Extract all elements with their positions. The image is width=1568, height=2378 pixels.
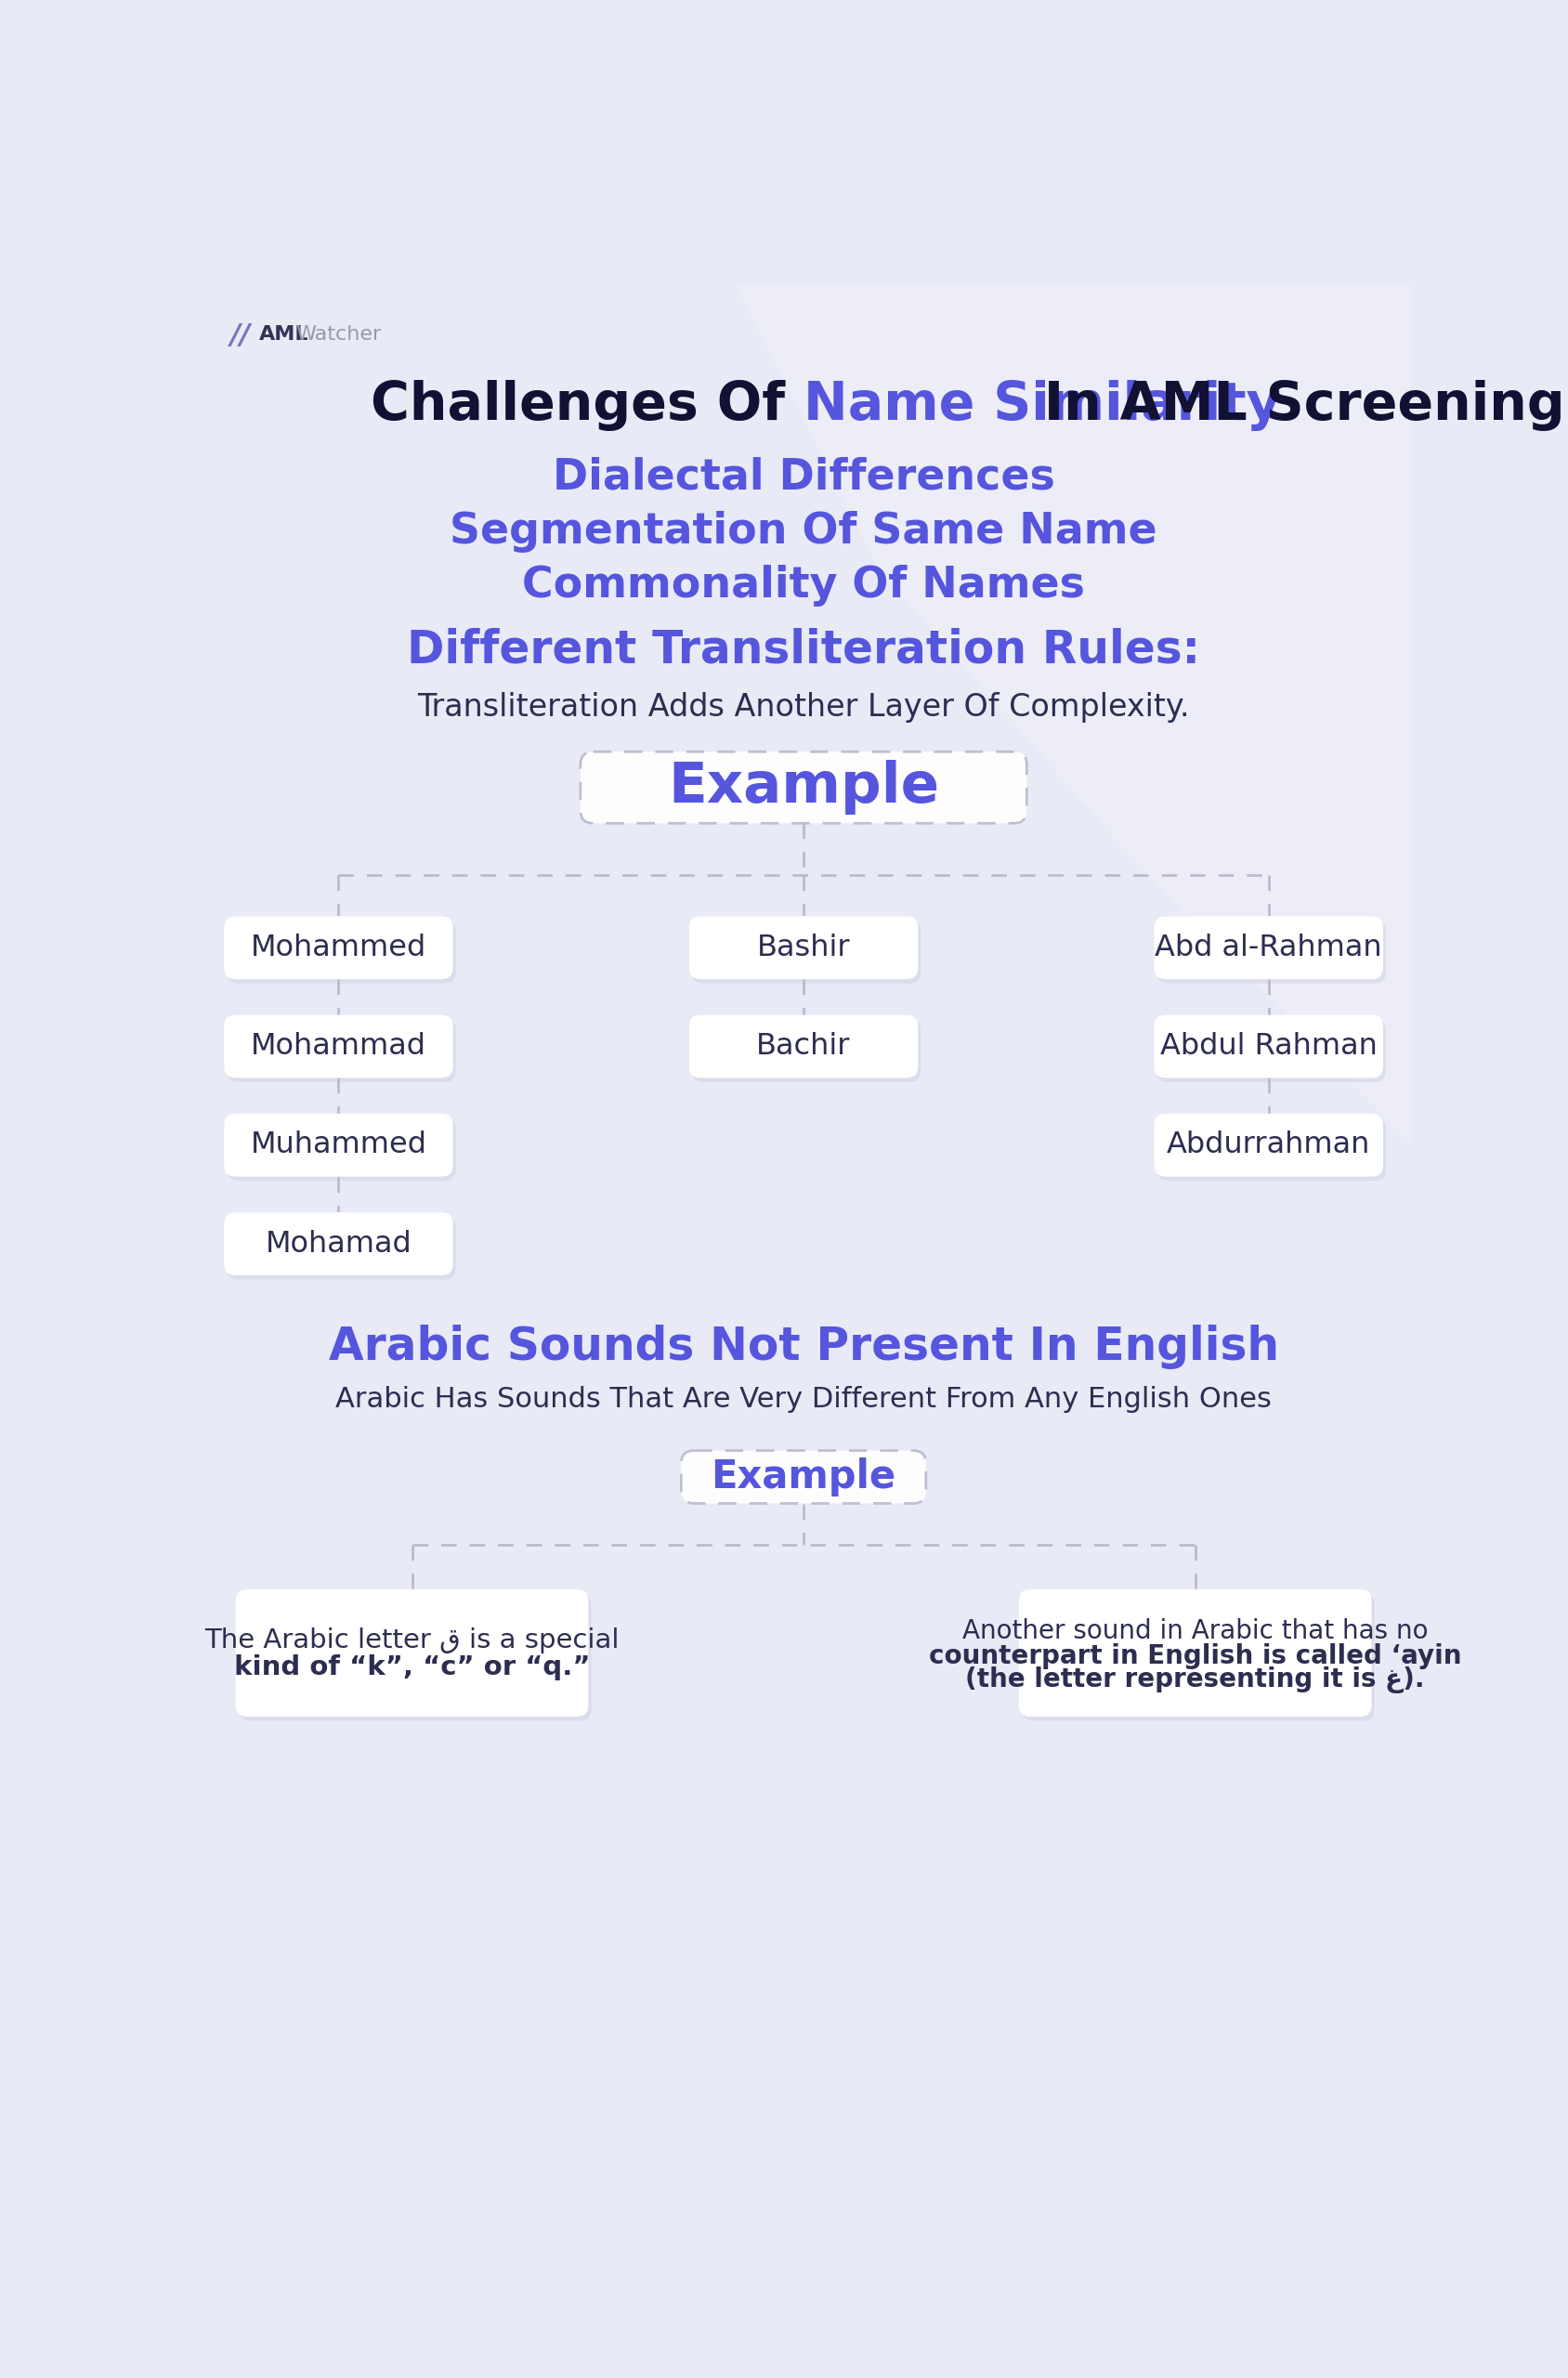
Text: Example: Example [712,1458,895,1496]
Text: AML: AML [259,326,309,342]
FancyBboxPatch shape [681,1451,927,1503]
Text: The Arabic letter ق is a special: The Arabic letter ق is a special [204,1627,619,1653]
Text: //: // [230,323,251,350]
FancyBboxPatch shape [1157,920,1386,984]
Text: Transliteration Adds Another Layer Of Complexity.: Transliteration Adds Another Layer Of Co… [417,692,1190,723]
FancyBboxPatch shape [580,751,1027,823]
FancyBboxPatch shape [235,1589,588,1717]
Text: Mohammad: Mohammad [251,1032,426,1061]
FancyBboxPatch shape [227,1118,456,1182]
Text: In AML Screening: In AML Screening [1025,380,1565,430]
FancyBboxPatch shape [688,1015,919,1077]
Text: kind of “k”, “c” or “q.”: kind of “k”, “c” or “q.” [234,1655,590,1681]
Text: Different Transliteration Rules:: Different Transliteration Rules: [408,628,1200,673]
Text: (the letter representing it is غ).: (the letter representing it is غ). [966,1667,1425,1693]
FancyBboxPatch shape [691,1020,920,1082]
Text: Bashir: Bashir [757,932,850,963]
FancyBboxPatch shape [227,1020,456,1082]
Text: Abdurrahman: Abdurrahman [1167,1130,1370,1160]
Text: Segmentation Of Same Name: Segmentation Of Same Name [450,511,1157,552]
FancyBboxPatch shape [238,1593,591,1722]
FancyBboxPatch shape [691,920,920,984]
Text: Watcher: Watcher [295,326,381,342]
FancyBboxPatch shape [1154,1015,1383,1077]
FancyBboxPatch shape [1154,1113,1383,1177]
Text: Another sound in Arabic that has no: Another sound in Arabic that has no [963,1619,1428,1646]
FancyBboxPatch shape [227,1218,456,1279]
Text: Dialectal Differences: Dialectal Differences [552,457,1055,497]
Text: Abd al-Rahman: Abd al-Rahman [1156,932,1383,963]
FancyBboxPatch shape [1019,1589,1372,1717]
Text: Name Similarity: Name Similarity [804,380,1281,430]
Text: Example: Example [668,761,939,816]
Text: Bachir: Bachir [756,1032,851,1061]
FancyBboxPatch shape [1157,1020,1386,1082]
FancyBboxPatch shape [1157,1118,1386,1182]
Text: Challenges Of: Challenges Of [370,380,804,430]
Text: Mohammed: Mohammed [251,932,426,963]
FancyBboxPatch shape [227,920,456,984]
Text: Commonality Of Names: Commonality Of Names [522,566,1085,606]
FancyBboxPatch shape [1022,1593,1375,1722]
Text: Mohamad: Mohamad [265,1229,412,1258]
Text: Muhammed: Muhammed [251,1130,426,1160]
Text: Arabic Sounds Not Present In English: Arabic Sounds Not Present In English [328,1325,1279,1370]
Text: Abdul Rahman: Abdul Rahman [1160,1032,1377,1061]
FancyBboxPatch shape [1154,916,1383,980]
FancyBboxPatch shape [224,1015,453,1077]
Polygon shape [735,285,1411,1144]
Text: counterpart in English is called ‘ayin: counterpart in English is called ‘ayin [928,1643,1461,1669]
FancyBboxPatch shape [224,1213,453,1275]
FancyBboxPatch shape [224,916,453,980]
Text: Arabic Has Sounds That Are Very Different From Any English Ones: Arabic Has Sounds That Are Very Differen… [336,1386,1272,1413]
FancyBboxPatch shape [688,916,919,980]
FancyBboxPatch shape [224,1113,453,1177]
